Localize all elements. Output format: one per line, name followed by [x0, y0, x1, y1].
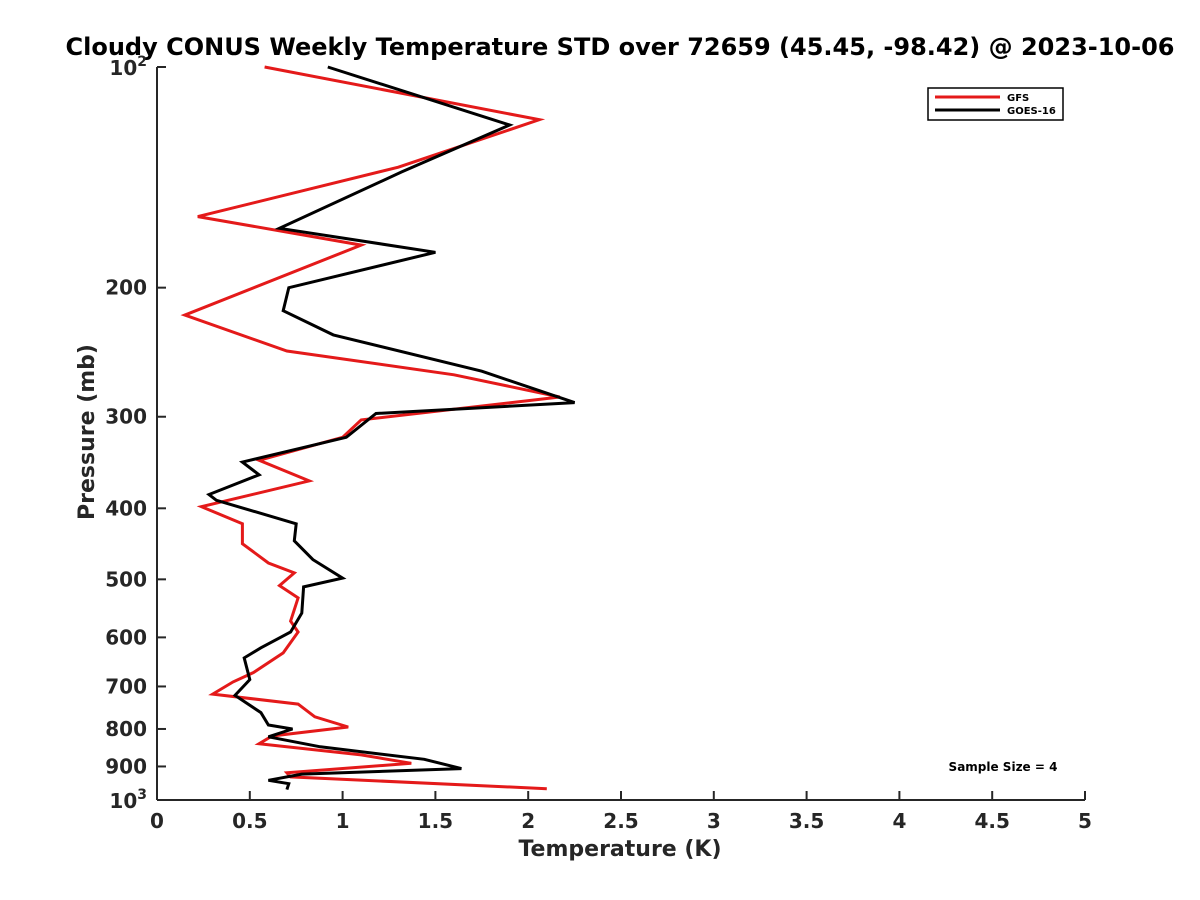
x-tick-label: 4: [892, 809, 906, 833]
y-tick-label: 103: [109, 787, 147, 813]
x-tick-label: 1: [336, 809, 350, 833]
y-tick-label: 102: [109, 54, 147, 80]
y-tick-label: 900: [105, 754, 147, 778]
x-axis-label: Temperature (K): [518, 837, 721, 862]
y-tick-base: 10: [109, 789, 137, 813]
y-tick-label: 300: [105, 405, 147, 429]
legend-box: [927, 87, 1064, 121]
series-line-gfs: [180, 65, 561, 791]
y-tick-exponent: 3: [137, 787, 147, 803]
y-tick-label: 800: [105, 717, 147, 741]
plot-series: [180, 65, 576, 791]
x-tick-label: 5: [1078, 809, 1092, 833]
y-axis-label: Pressure (mb): [75, 344, 100, 520]
x-tick-label: 0.5: [232, 809, 267, 833]
y-tick-label: 200: [105, 276, 147, 300]
sample-size-annotation: Sample Size = 4: [949, 760, 1058, 774]
legend-label: GFS: [1007, 93, 1029, 104]
x-tick-label: 0: [150, 809, 164, 833]
x-tick-label: 1.5: [418, 809, 453, 833]
y-tick-label: 500: [105, 567, 147, 591]
x-tick-label: 3.5: [789, 809, 824, 833]
x-tick-label: 2.5: [603, 809, 638, 833]
y-tick-base: 10: [109, 56, 137, 80]
chart-title: Cloudy CONUS Weekly Temperature STD over…: [66, 33, 1175, 61]
y-tick-label: 600: [105, 625, 147, 649]
chart-legend: GFS GOES-16: [927, 87, 1064, 121]
x-tick-label: 4.5: [974, 809, 1009, 833]
y-tick-label: 400: [105, 496, 147, 520]
legend-label: GOES-16: [1007, 106, 1056, 117]
y-tick-exponent: 2: [137, 54, 147, 70]
x-tick-label: 3: [707, 809, 721, 833]
x-tick-label: 2: [521, 809, 535, 833]
plot-axes: 0 0.5 1 1.5 2 2.5 3 3.5 4 4.5 51022003004005006007…: [105, 54, 1092, 833]
series-line-goes-16: [206, 65, 576, 791]
y-tick-label: 700: [105, 674, 147, 698]
